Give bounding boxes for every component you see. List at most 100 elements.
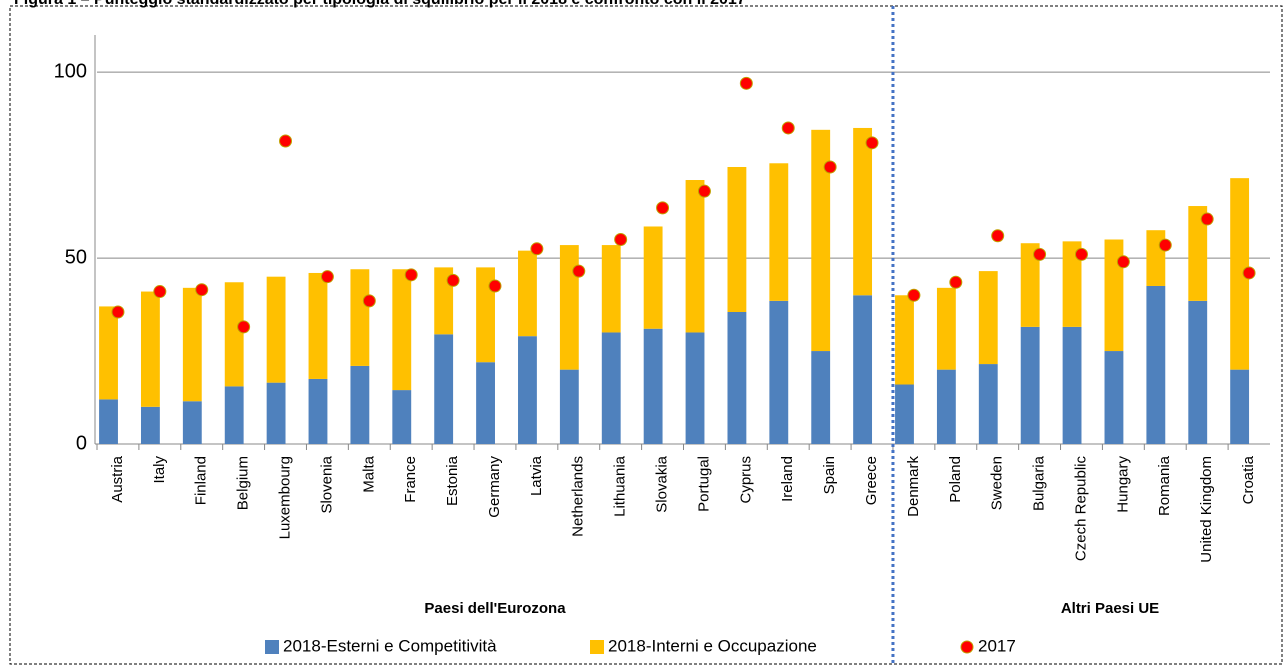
bar-segment (643, 328, 663, 444)
x-tick-label: Finland (193, 456, 210, 505)
x-tick-label: Portugal (695, 456, 712, 512)
x-tick-label: Luxembourg (276, 456, 293, 539)
bar-segment (266, 276, 286, 383)
point (530, 242, 544, 256)
x-tick-label: Austria (109, 455, 126, 502)
point (362, 294, 376, 308)
bar-segment (224, 386, 244, 444)
point (279, 134, 293, 148)
bar-segment (1104, 351, 1124, 444)
bar-segment (99, 399, 118, 444)
x-tick-label: Spain (821, 456, 838, 494)
bar-segment (685, 180, 705, 333)
x-tick-label: Hungary (1114, 456, 1131, 513)
y-tick-label: 100 (54, 60, 87, 82)
bar-segment (308, 272, 328, 379)
x-tick-label: Lithuania (612, 455, 629, 517)
bar-segment (518, 336, 537, 444)
bar-segment (392, 390, 412, 444)
point (572, 264, 586, 278)
legend-label: 2018-Esterni e Competitività (283, 636, 497, 655)
point (1074, 247, 1088, 261)
bar-segment (1062, 241, 1082, 327)
bar-segment (727, 166, 747, 313)
point (320, 270, 334, 284)
bar-segment (350, 365, 370, 444)
point (739, 76, 753, 90)
x-tick-label: Latvia (528, 455, 545, 496)
x-tick-label: France (402, 456, 419, 503)
bar-segment (685, 332, 705, 444)
point (781, 121, 795, 135)
bar-segment (936, 369, 956, 444)
bar-segment (476, 267, 495, 363)
x-tick-label: United Kingdom (1198, 456, 1215, 563)
bar-segment (1230, 178, 1250, 370)
bar-segment (936, 287, 956, 370)
point (446, 273, 460, 287)
point (488, 279, 502, 293)
x-tick-label: Germany (486, 456, 503, 518)
x-tick-label: Sweden (989, 456, 1006, 510)
bar-segment (978, 364, 998, 444)
bar-segment (1104, 239, 1124, 352)
x-tick-label: Malta (360, 455, 377, 492)
point (1033, 247, 1047, 261)
bar-segment (559, 369, 579, 444)
bar-segment (1188, 206, 1208, 301)
bar-segment (99, 306, 118, 400)
legend-swatch (265, 640, 279, 654)
x-tick-label: Bulgaria (1031, 455, 1048, 511)
legend-marker (960, 640, 974, 654)
point (991, 229, 1005, 243)
bar-segment (769, 300, 789, 444)
point (1158, 238, 1172, 252)
x-tick-label: Croatia (1240, 455, 1257, 504)
legend-swatch (590, 640, 604, 654)
point (1200, 212, 1214, 226)
bar-segment (1020, 326, 1040, 444)
bar-segment (266, 382, 286, 444)
bar-segment (140, 406, 160, 444)
bar-segment (518, 250, 537, 337)
bar-segment (1146, 285, 1166, 444)
bar-segment (1188, 300, 1208, 444)
chart-title: Figura 1 – Punteggio standardizzato per … (14, 0, 746, 8)
point (195, 283, 209, 297)
point (865, 136, 879, 150)
bar-segment (308, 378, 328, 444)
point (656, 201, 670, 215)
point (614, 233, 628, 246)
legend-label: 2017 (978, 636, 1016, 655)
bar-segment (1020, 243, 1040, 327)
bar-segment (601, 332, 621, 444)
bar-segment (476, 362, 495, 444)
point (1116, 255, 1130, 269)
x-tick-label: Denmark (905, 456, 922, 517)
point (1242, 266, 1256, 280)
point (111, 305, 125, 319)
point (237, 320, 251, 334)
bar-segment (811, 351, 831, 444)
bar-segment (601, 245, 621, 333)
bar-segment (182, 287, 202, 402)
bar-segment (182, 401, 202, 444)
chart-border (9, 5, 1283, 665)
x-tick-label: Czech Republic (1072, 456, 1089, 562)
bar-segment (895, 295, 914, 385)
x-tick-label: Slovakia (654, 455, 671, 512)
bar-segment (769, 163, 789, 301)
y-tick-label: 0 (76, 432, 87, 454)
group-label: Paesi dell'Eurozona (424, 600, 566, 617)
bar-segment (895, 384, 914, 444)
point (697, 184, 711, 198)
x-tick-label: Estonia (444, 455, 461, 506)
point (949, 275, 963, 289)
x-tick-label: Greece (863, 456, 880, 505)
bar-segment (1230, 369, 1250, 444)
group-label: Altri Paesi UE (1061, 600, 1159, 617)
bar-segment (559, 245, 579, 370)
x-tick-label: Belgium (235, 456, 252, 510)
point (404, 268, 418, 282)
